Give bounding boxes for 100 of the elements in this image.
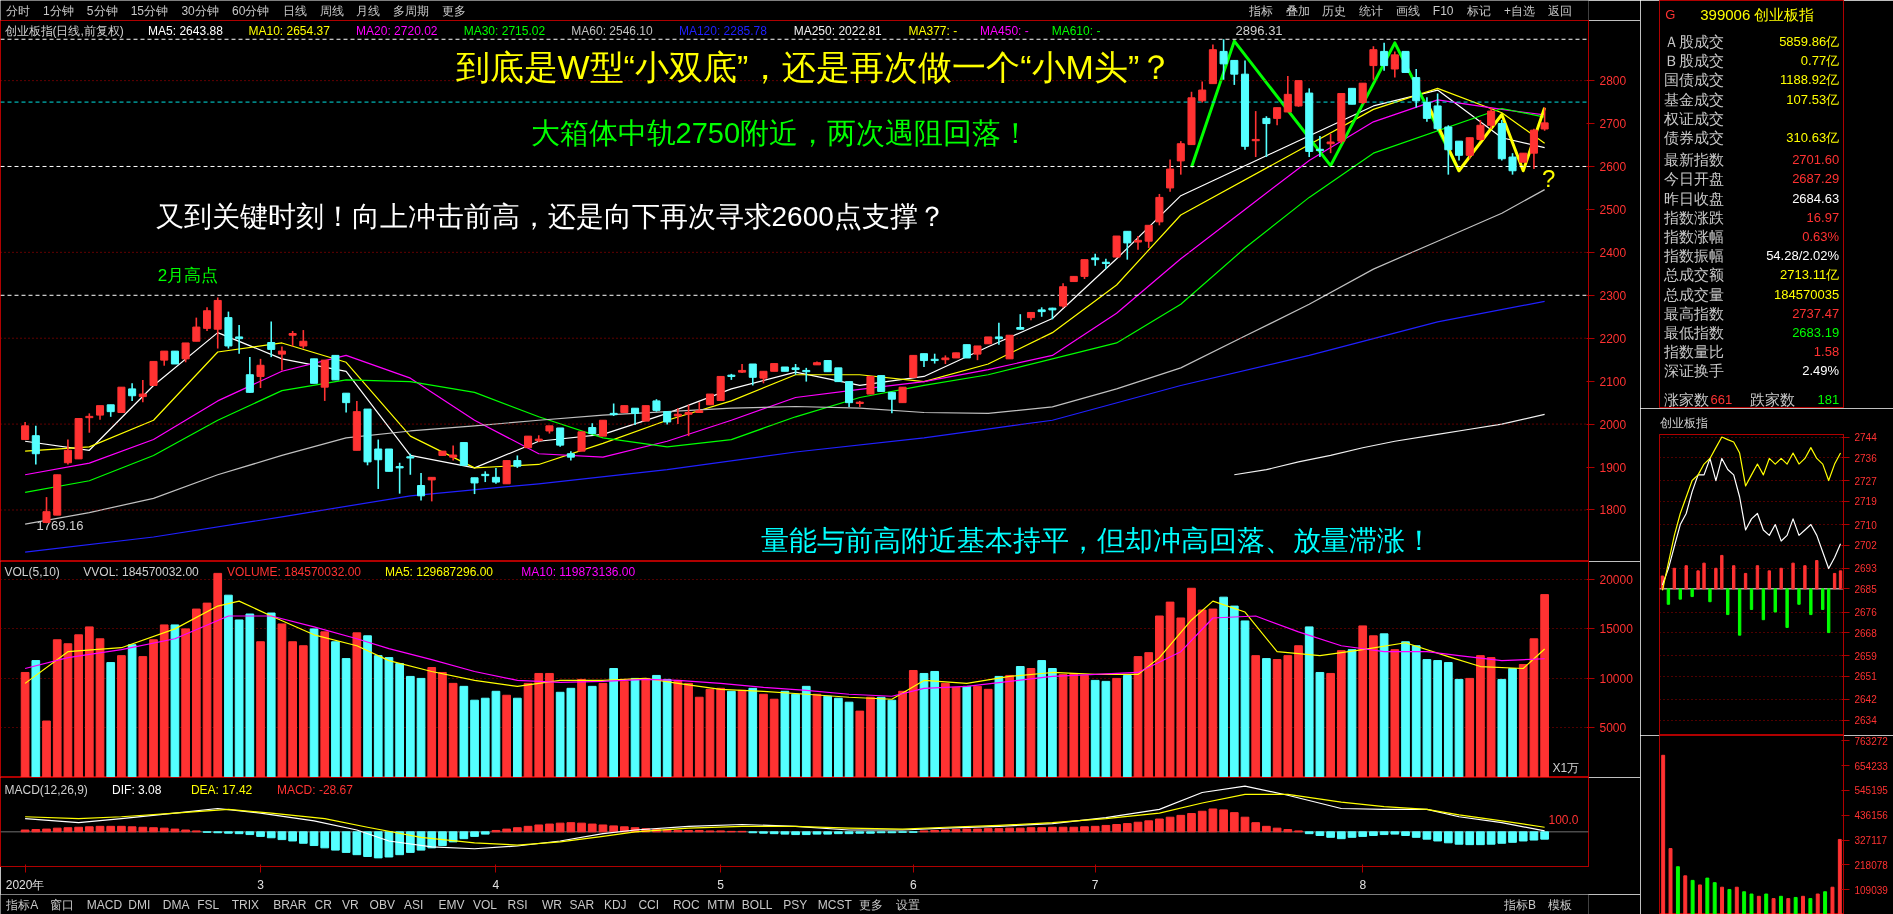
- chart-title: VOL(5,10): [4, 564, 60, 579]
- x-tick-label: 6: [909, 877, 917, 892]
- category-label: 基金成交: [1663, 90, 1724, 108]
- text: G: [1665, 7, 1676, 22]
- y-tick-label: 545195: [1854, 785, 1889, 797]
- category-label: 指数量比: [1662, 343, 1724, 361]
- category-label: 更多: [441, 3, 466, 18]
- y-tick-label: 2300: [1599, 288, 1627, 303]
- category-label: 30分钟: [181, 3, 219, 18]
- y-tick-label: 2659: [1854, 650, 1878, 662]
- category-label: 多周期: [393, 3, 430, 18]
- category-label: 日线: [282, 3, 307, 18]
- annotation: 大箱体中轨2750附近，两次遇阻回落！: [530, 116, 1031, 149]
- text: 54.28/2.02%: [1766, 248, 1840, 264]
- text: 2683.19: [1792, 325, 1840, 340]
- category-label: DMA: [162, 897, 190, 912]
- y-tick-label: 1900: [1599, 460, 1627, 475]
- category-label: WR: [541, 897, 563, 912]
- annotation: 2月高点: [157, 265, 219, 285]
- category-label: CCI: [638, 897, 660, 912]
- text: 107.53亿: [1786, 91, 1840, 107]
- series-label: DEA: 17.42: [190, 782, 253, 797]
- text: 399006 创业板指: [1700, 6, 1815, 23]
- category-label: 60分钟: [232, 3, 270, 18]
- category-label: 月线: [356, 3, 381, 18]
- category-label: 今日开盘: [1663, 170, 1724, 188]
- y-tick-label: 436156: [1854, 810, 1889, 822]
- category-label: 指数振幅: [1662, 247, 1724, 265]
- y-tick-label: 10000: [1599, 671, 1634, 686]
- y-tick-label: 2000: [1599, 417, 1627, 432]
- text: 2684.63: [1792, 190, 1840, 206]
- text: 2737.47: [1792, 305, 1840, 321]
- text: 画线: [1396, 3, 1420, 18]
- y-tick-label: 15000: [1599, 622, 1634, 637]
- category-label: 总成交额: [1662, 266, 1724, 284]
- y-tick-label: 2736: [1854, 452, 1878, 464]
- annotation: MA610: -: [1051, 23, 1101, 38]
- y-tick-label: 5000: [1599, 721, 1627, 736]
- annotation: 量能与前高附近基本持平，但却冲高回落、放量滞涨！: [760, 525, 1433, 556]
- text: 1.58: [1813, 344, 1840, 360]
- text: 181: [1817, 391, 1840, 407]
- text: 16.97: [1806, 209, 1840, 225]
- text: 2687.29: [1792, 171, 1840, 187]
- category-label: 指数涨幅: [1662, 228, 1724, 245]
- text: X1万: [1552, 760, 1580, 775]
- text: MA10: 2654.37: [248, 23, 331, 38]
- series-label: VOLUME: 184570032.00: [226, 564, 362, 579]
- category-label: 分时: [6, 3, 31, 18]
- text: 2701.60: [1792, 152, 1840, 168]
- category-label: SAR: [569, 897, 595, 912]
- x-tick-label: 8: [1359, 877, 1367, 892]
- category-label: 债券成交: [1663, 129, 1724, 146]
- text: MA10: 119873136.00: [521, 564, 636, 579]
- y-tick-label: 327117: [1854, 835, 1888, 847]
- category-label: 周线: [319, 3, 344, 18]
- y-tick-label: 2744: [1854, 432, 1878, 444]
- text: 标记: [1466, 3, 1492, 18]
- category-label: 国债成交: [1663, 71, 1724, 89]
- y-tick-label: 2400: [1599, 245, 1627, 260]
- y-tick-label: 2685: [1854, 583, 1878, 595]
- chart-title: 创业板指: [1659, 415, 1708, 430]
- y-tick-label: 2800: [1599, 74, 1627, 89]
- category-label: 最新指数: [1663, 151, 1724, 169]
- text: 0.63%: [1802, 229, 1840, 244]
- y-tick-label: 2700: [1599, 117, 1627, 132]
- text: 历史: [1322, 3, 1347, 18]
- text: MA60: 2546.10: [571, 23, 654, 38]
- annotation: 到底是W型“小双底”，还是再次做一个“小M头”？: [455, 47, 1174, 86]
- y-tick-label: 2651: [1854, 671, 1878, 683]
- y-tick-label: 20000: [1599, 572, 1634, 587]
- y-tick-label: 218078: [1854, 859, 1889, 871]
- category-label: EMV: [438, 897, 465, 912]
- text: 2.49%: [1802, 363, 1840, 379]
- category-label: 跌家数: [1749, 390, 1795, 408]
- category-label: Ｂ股成交: [1663, 52, 1724, 70]
- text: 184570035: [1774, 286, 1840, 302]
- annotation: MA377: -: [908, 23, 958, 38]
- category-label: 总成交量: [1662, 285, 1724, 303]
- text: 5859.86亿: [1779, 34, 1840, 49]
- x-tick-label: 4: [492, 877, 500, 892]
- category-label: 最高指数: [1663, 304, 1724, 322]
- y-tick-label: 2693: [1854, 563, 1878, 575]
- y-tick-label: 2500: [1599, 202, 1627, 217]
- category-label: Ａ股成交: [1663, 33, 1724, 50]
- text: MA30: 2715.02: [463, 23, 546, 38]
- annotation: 2896.31: [1235, 22, 1283, 38]
- text: MA5: 2643.88: [148, 23, 224, 38]
- category-label: 1分钟: [43, 3, 74, 18]
- y-tick-label: 2100: [1599, 374, 1627, 389]
- category-label: DMI: [128, 897, 151, 912]
- y-tick-label: 109039: [1854, 884, 1889, 896]
- category-label: 指数涨跌: [1662, 208, 1724, 226]
- annotation: 1769.16: [36, 518, 84, 533]
- annotation: 又到关键时刻！向上冲击前高，还是向下再次寻求2600点支撑？: [155, 201, 946, 232]
- text: 1188.92亿: [1780, 72, 1840, 88]
- y-tick-label: 2719: [1854, 496, 1878, 508]
- category-label: 设置: [895, 897, 920, 912]
- text: MA250: 2022.81: [793, 23, 883, 38]
- category-label: VOL: [473, 897, 498, 912]
- text: F10: [1432, 3, 1454, 18]
